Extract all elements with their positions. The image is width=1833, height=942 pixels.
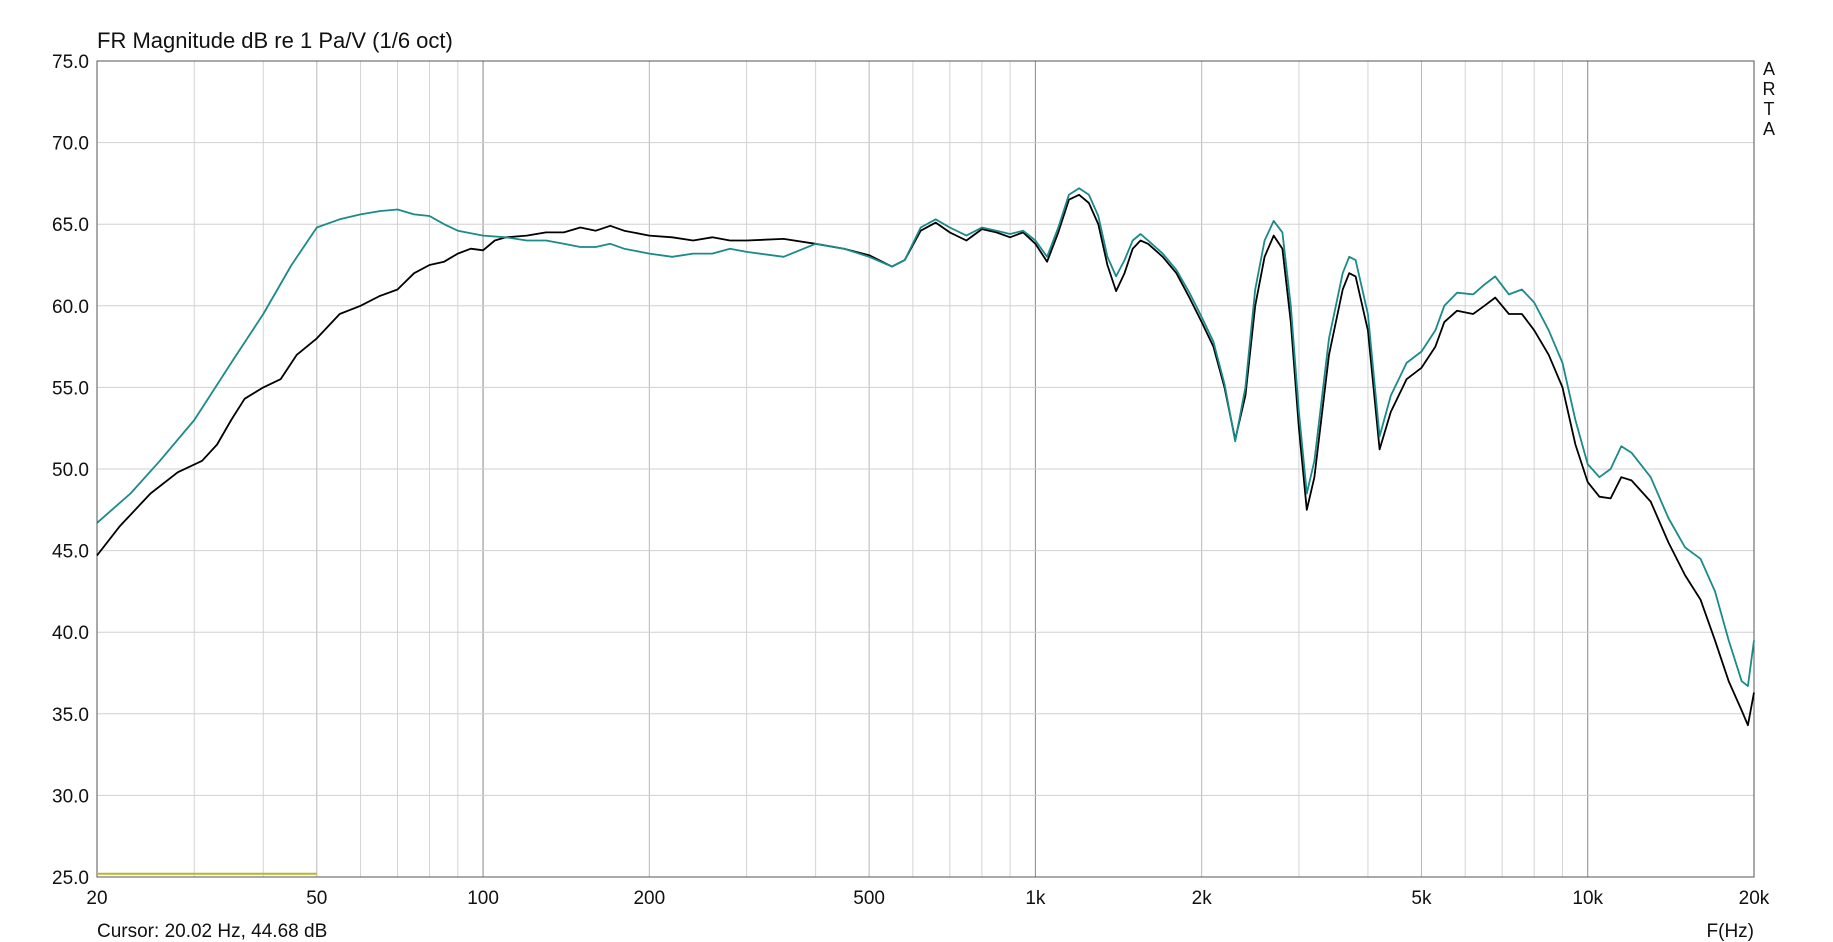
x-tick-label: 500 bbox=[853, 888, 885, 909]
y-tick-label: 55.0 bbox=[52, 378, 89, 399]
y-tick-label: 40.0 bbox=[52, 623, 89, 644]
watermark-letter: A bbox=[1763, 119, 1775, 139]
x-tick-label: 5k bbox=[1411, 888, 1432, 909]
y-tick-label: 50.0 bbox=[52, 460, 89, 481]
x-axis-label: F(Hz) bbox=[1707, 921, 1754, 942]
series-line-1 bbox=[96, 193, 1755, 727]
y-tick-label: 30.0 bbox=[52, 786, 89, 807]
y-tick-label: 35.0 bbox=[52, 705, 89, 726]
x-tick-label: 100 bbox=[467, 888, 499, 909]
y-tick-label: 75.0 bbox=[52, 52, 89, 73]
y-tick-label: 45.0 bbox=[52, 542, 89, 563]
x-tick-label: 200 bbox=[633, 888, 665, 909]
cursor-readout: Cursor: 20.02 Hz, 44.68 dB bbox=[97, 921, 327, 942]
x-tick-label: 1k bbox=[1025, 888, 1046, 909]
y-tick-label: 70.0 bbox=[52, 134, 89, 155]
x-tick-label: 20 bbox=[86, 888, 107, 909]
series-line-2 bbox=[96, 187, 1755, 687]
watermark-letter: A bbox=[1763, 59, 1775, 79]
y-tick-label: 65.0 bbox=[52, 215, 89, 236]
tick-labels: 25.0 30.0 35.0 40.0 45.0 50.0 55.0 60.0 65.0 70.0… bbox=[52, 52, 1770, 909]
x-tick-label: 2k bbox=[1192, 888, 1213, 909]
plot-area[interactable] bbox=[96, 60, 1755, 878]
x-tick-label: 20k bbox=[1739, 888, 1770, 909]
x-tick-label: 10k bbox=[1572, 888, 1603, 909]
series-group bbox=[96, 187, 1755, 875]
watermark-letter: T bbox=[1764, 99, 1775, 119]
y-tick-label: 25.0 bbox=[52, 868, 89, 889]
y-tick-label: 60.0 bbox=[52, 297, 89, 318]
x-tick-label: 50 bbox=[306, 888, 327, 909]
grid-lines bbox=[97, 61, 1754, 877]
watermark-letter: R bbox=[1763, 79, 1776, 99]
chart-title: FR Magnitude dB re 1 Pa/V (1/6 oct) bbox=[97, 28, 453, 53]
